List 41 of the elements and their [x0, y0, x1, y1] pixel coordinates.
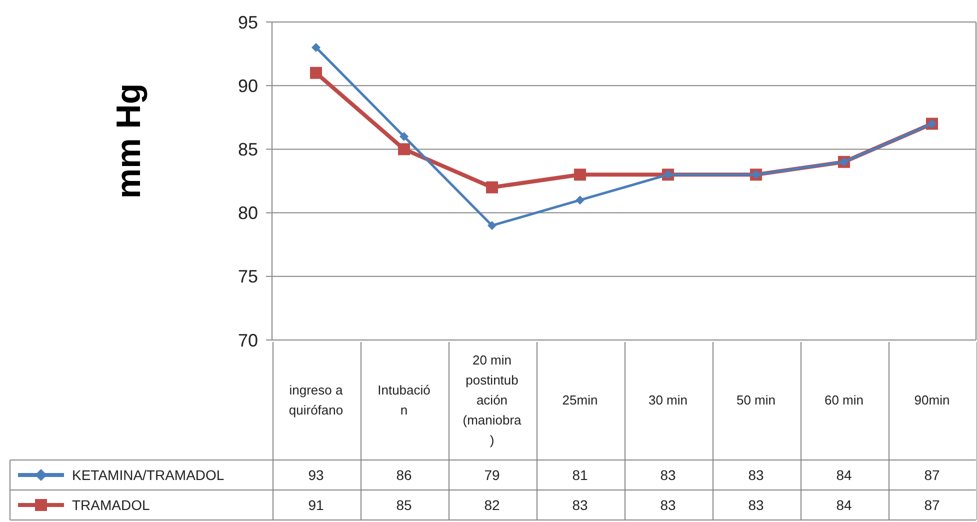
- data-label: 83: [748, 466, 764, 483]
- y-tick-label: 95: [238, 12, 258, 32]
- x-tick-label: 90min: [914, 392, 950, 408]
- y-axis-title: mm Hg: [110, 83, 148, 199]
- data-label: 91: [308, 496, 324, 513]
- data-label: 83: [572, 496, 588, 513]
- data-label: 83: [748, 496, 764, 513]
- x-tick-label: Intubación: [378, 382, 430, 418]
- point: [486, 181, 498, 194]
- data-label: 81: [572, 466, 588, 483]
- y-tick-label: 90: [238, 76, 258, 96]
- data-label: 79: [484, 466, 500, 483]
- data-label: 93: [308, 466, 324, 483]
- data-label: 83: [660, 496, 676, 513]
- x-tick-label: 20 min postintubación (maniobra): [462, 352, 522, 448]
- point: [488, 221, 496, 230]
- point: [400, 132, 408, 141]
- x-tick-label: 50 min: [736, 392, 776, 408]
- y-tick-label: 85: [238, 140, 258, 160]
- y-tick-label: 75: [238, 266, 258, 287]
- point: [576, 196, 584, 205]
- point: [398, 143, 410, 156]
- x-tick-label: 30 min: [648, 392, 688, 408]
- y-tick-label: 70: [238, 330, 258, 350]
- x-tick-label: ingreso a quirófano: [288, 382, 344, 418]
- data-label: 84: [836, 496, 852, 513]
- data-label: 83: [660, 466, 676, 483]
- x-tick-label: 25min: [562, 392, 598, 408]
- data-label: 87: [924, 496, 940, 513]
- point: [312, 42, 320, 52]
- data-label: 82: [484, 496, 500, 513]
- data-label: 84: [836, 466, 852, 483]
- x-tick-label: 60 min: [824, 392, 864, 408]
- data-label: 86: [396, 466, 412, 483]
- point: [574, 168, 586, 181]
- data-label: 87: [924, 466, 940, 483]
- y-tick-label: 80: [238, 203, 258, 224]
- legend-label: KETAMINA/TRAMADOL: [72, 466, 224, 483]
- data-label: 85: [396, 496, 412, 513]
- legend-label: TRAMADOL: [72, 496, 150, 513]
- point: [310, 66, 322, 79]
